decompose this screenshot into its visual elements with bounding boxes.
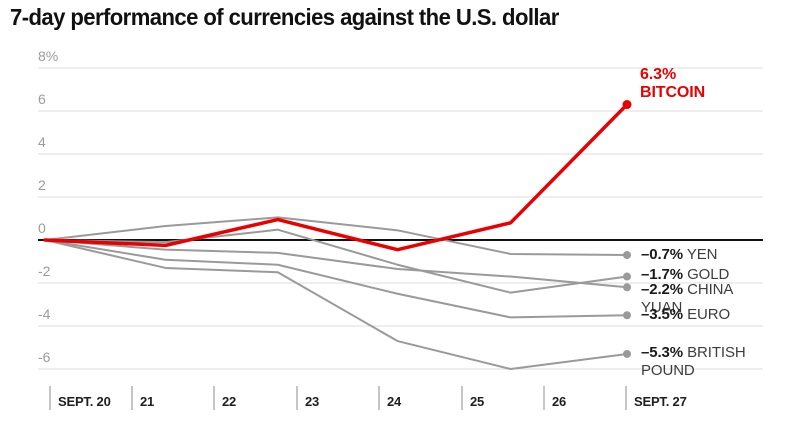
y-axis-label: 8% [38,48,59,64]
x-axis-label: 21 [140,394,155,409]
chart-title: 7-day performance of currencies against … [10,4,559,30]
series-line-gold [44,228,628,294]
series-label-gold: –1.7% GOLD [641,266,730,283]
x-axis-label: 26 [552,394,567,409]
x-axis-label: SEPT. 27 [634,394,687,409]
x-axis-label: SEPT. 20 [58,394,111,409]
series-end-dot-bitcoin [622,100,632,110]
series-line-bitcoin [43,102,629,252]
series-line-yen [44,216,628,257]
series-end-dot-pound [623,349,631,358]
series-label-pound: –5.3% BRITISH POUND [641,344,746,379]
y-axis-label: 2 [38,177,46,193]
series-end-dot-yuan [623,283,631,292]
y-axis-label: -2 [38,263,51,279]
series-label-euro: –3.5% EURO [641,306,731,323]
series-line-pound [44,239,628,370]
x-axis-label: 25 [470,394,485,409]
series-label-yuan: –2.2% CHINA YUAN [641,281,733,316]
series-label-bitcoin: 6.3% BITCOIN [640,66,706,101]
x-axis-label: 22 [222,394,237,409]
series-line-yuan [44,239,628,289]
y-axis-label: -4 [38,306,51,322]
y-axis-label: 4 [38,134,46,150]
series-end-dot-euro [623,311,631,320]
y-axis-label: -6 [38,349,51,365]
x-axis-label: 24 [387,394,402,409]
x-axis-label: 23 [305,394,320,409]
series-label-yen: –0.7% YEN [641,246,718,263]
y-axis-label: 6 [38,91,46,107]
series-end-dot-gold [623,272,631,281]
series-line-euro [44,239,628,319]
series-end-dot-yen [623,251,631,260]
y-axis-label: 0 [38,220,46,236]
